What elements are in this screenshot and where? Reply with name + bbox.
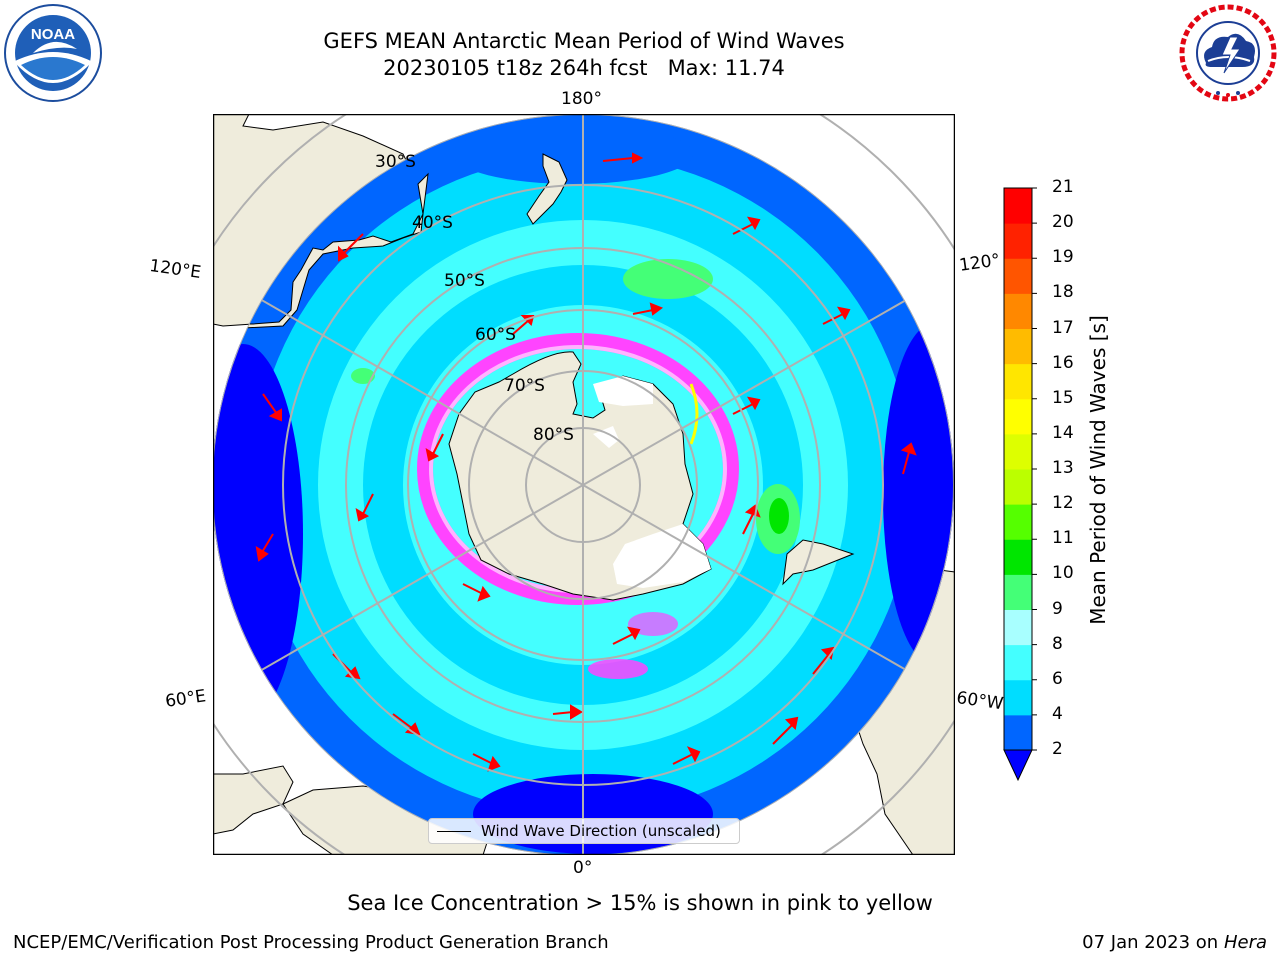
legend-line-icon — [437, 830, 471, 832]
credit-text: NCEP/EMC/Verification Post Processing Pr… — [13, 932, 609, 953]
colorbar-tick-label: 9 — [1052, 598, 1063, 619]
colorbar-svg — [1003, 187, 1037, 782]
colorbar-segment — [1004, 714, 1032, 751]
colorbar-tick-label: 17 — [1052, 317, 1074, 338]
antarctica — [448, 351, 712, 601]
colorbar-tick-label: 12 — [1052, 493, 1074, 514]
noaa-logo-icon: NOAA — [4, 4, 102, 102]
colorbar-segment — [1004, 258, 1032, 294]
low-period-region-east — [883, 324, 954, 664]
ocean-field — [213, 114, 954, 855]
lat-label-70s: 70°S — [504, 376, 545, 396]
colorbar-tick-label: 10 — [1052, 563, 1074, 584]
continents — [213, 153, 855, 586]
colorbar-segment — [1004, 574, 1032, 610]
nws-logo — [1178, 3, 1278, 103]
page-subtitle: 20230105 t18z 264h fcst Max: 11.74 — [383, 56, 785, 80]
colorbar-segment — [1004, 188, 1032, 224]
sea-ice-note: Sea Ice Concentration > 15% is shown in … — [347, 891, 933, 915]
colorbar-tick-label: 18 — [1052, 282, 1074, 303]
meridians — [213, 114, 954, 855]
colorbar-segment — [1004, 363, 1032, 400]
polar-map — [212, 113, 956, 856]
colorbar-tick-label: 4 — [1052, 703, 1063, 724]
map-area: 30°S 40°S 50°S 60°S 70°S 80°S Wind Wave … — [212, 113, 956, 856]
colorbar-segment — [1004, 223, 1032, 259]
legend-label: Wind Wave Direction (unscaled) — [481, 822, 721, 840]
lon-label-0: 0° — [573, 858, 593, 878]
colorbar-tick-label: 13 — [1052, 458, 1074, 478]
colorbar-segment — [1004, 469, 1032, 505]
colorbar — [1000, 186, 1060, 786]
colorbar-tick-label: 20 — [1052, 212, 1074, 233]
lat-label-50s: 50°S — [444, 271, 485, 291]
colorbar-title: Mean Period of Wind Waves [s] — [1086, 315, 1110, 625]
colorbar-tick-label: 15 — [1052, 387, 1074, 408]
colorbar-tick-label: 11 — [1052, 528, 1074, 549]
colorbar-tick-label: 6 — [1052, 668, 1063, 689]
colorbar-tick-label: 2 — [1052, 739, 1063, 759]
nws-logo-icon — [1179, 4, 1277, 102]
map-legend: Wind Wave Direction (unscaled) — [428, 818, 740, 844]
lat-label-80s: 80°S — [533, 425, 574, 445]
colorbar-ticks: 21 20 19 18 17 16 15 14 13 12 11 10 9 8 6 4 2 — [1052, 0, 1092, 960]
colorbar-segment — [1004, 328, 1032, 365]
map-frame — [212, 113, 956, 856]
colorbar-segment — [1004, 433, 1032, 470]
date-stamp: 07 Jan 2023 on Hera — [1082, 932, 1267, 953]
colorbar-segment — [1004, 609, 1032, 646]
page-title: GEFS MEAN Antarctic Mean Period of Wind … — [323, 29, 845, 53]
colorbar-segment — [1004, 644, 1032, 681]
colorbar-segment — [1004, 539, 1032, 575]
lat-label-40s: 40°S — [412, 213, 453, 233]
lat-label-30s: 30°S — [375, 152, 416, 172]
colorbar-tick-label: 8 — [1052, 633, 1063, 654]
lon-label-60w: 60°W — [955, 688, 1005, 715]
colorbar-tick-label: 19 — [1052, 247, 1074, 268]
lon-label-120e: 120°E — [148, 256, 203, 284]
lat-label-60s: 60°S — [475, 325, 516, 345]
colorbar-segment — [1004, 679, 1032, 716]
date-text: 07 Jan 2023 on — [1082, 932, 1219, 953]
noaa-logo: NOAA — [3, 3, 103, 103]
lon-label-180: 180° — [561, 89, 602, 109]
low-period-region-west — [213, 344, 303, 724]
machine-name: Hera — [1223, 932, 1267, 953]
colorbar-segment — [1004, 293, 1032, 329]
colorbar-tick-label: 21 — [1052, 177, 1074, 197]
lon-label-120w: 120° — [958, 250, 1002, 276]
colorbar-segment — [1004, 398, 1032, 435]
colorbar-under-triangle — [1003, 749, 1033, 782]
colorbar-tick-label: 16 — [1052, 352, 1074, 373]
colorbar-segment — [1004, 504, 1032, 540]
high-period-patch-1 — [623, 259, 713, 299]
lon-label-60e: 60°E — [164, 686, 208, 712]
colorbar-tick-label: 14 — [1052, 422, 1074, 443]
noaa-logo-text: NOAA — [31, 26, 75, 43]
